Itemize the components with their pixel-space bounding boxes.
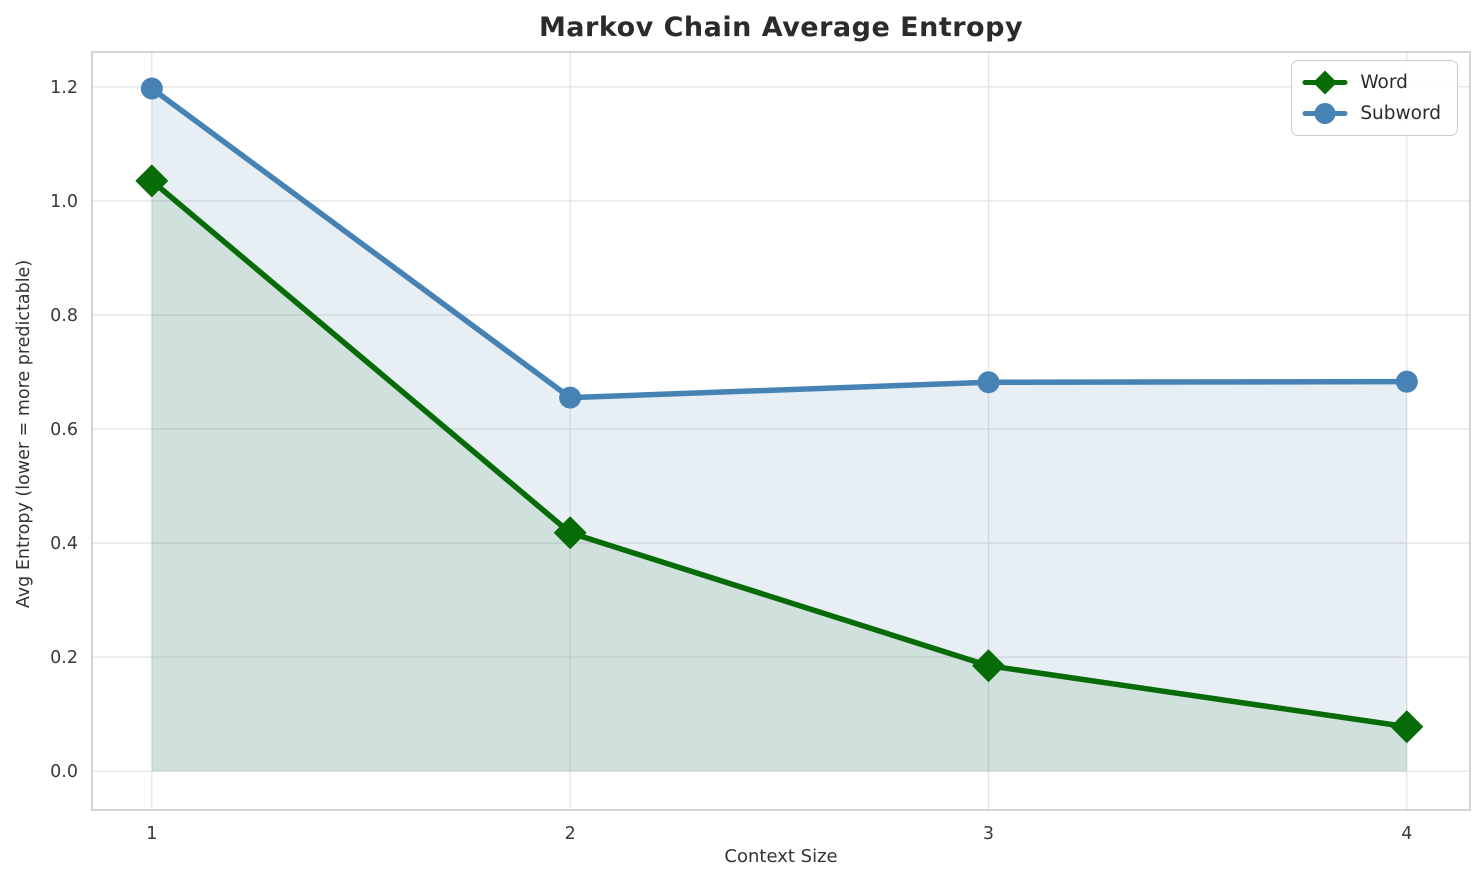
- legend-item-subword: Subword: [1302, 99, 1441, 128]
- y-tick-label: 0.8: [50, 306, 78, 326]
- legend-label-word: Word: [1360, 72, 1408, 93]
- word-legend-marker-icon: [1302, 70, 1348, 95]
- y-tick-label: 0.0: [50, 762, 78, 782]
- legend: Word Subword: [1291, 60, 1458, 136]
- word-marker: [971, 649, 1005, 683]
- x-axis-label: Context Size: [724, 846, 838, 867]
- y-tick-label: 0.6: [50, 420, 78, 440]
- y-tick-label: 0.4: [50, 534, 78, 554]
- y-tick-label: 1.2: [50, 78, 78, 98]
- legend-item-word: Word: [1302, 68, 1441, 97]
- word-marker: [1390, 710, 1424, 744]
- word-area-fill: [151, 180, 1407, 772]
- x-tick-label: 1: [146, 824, 157, 844]
- x-tick-label: 2: [565, 824, 576, 844]
- subword-marker: [140, 77, 163, 100]
- word-marker: [135, 164, 169, 198]
- subword-marker: [559, 386, 582, 409]
- y-tick-label: 0.2: [50, 648, 78, 668]
- legend-label-subword: Subword: [1360, 103, 1441, 124]
- x-tick-label: 3: [983, 824, 994, 844]
- x-tick-label: 4: [1401, 824, 1412, 844]
- subword-marker: [1395, 370, 1418, 393]
- subword-area-fill: [151, 88, 1407, 772]
- chart-title: Markov Chain Average Entropy: [538, 12, 1024, 43]
- subword-marker: [977, 371, 1000, 394]
- word-line: [149, 178, 1410, 730]
- axes-frame: [91, 51, 1471, 811]
- subword-line: [149, 85, 1410, 401]
- subword-legend-marker-icon: [1302, 103, 1348, 124]
- y-tick-label: 1.0: [50, 192, 78, 212]
- y-axis-label-text: Avg Entropy (lower = more predictable): [14, 259, 34, 609]
- word-marker: [553, 516, 587, 550]
